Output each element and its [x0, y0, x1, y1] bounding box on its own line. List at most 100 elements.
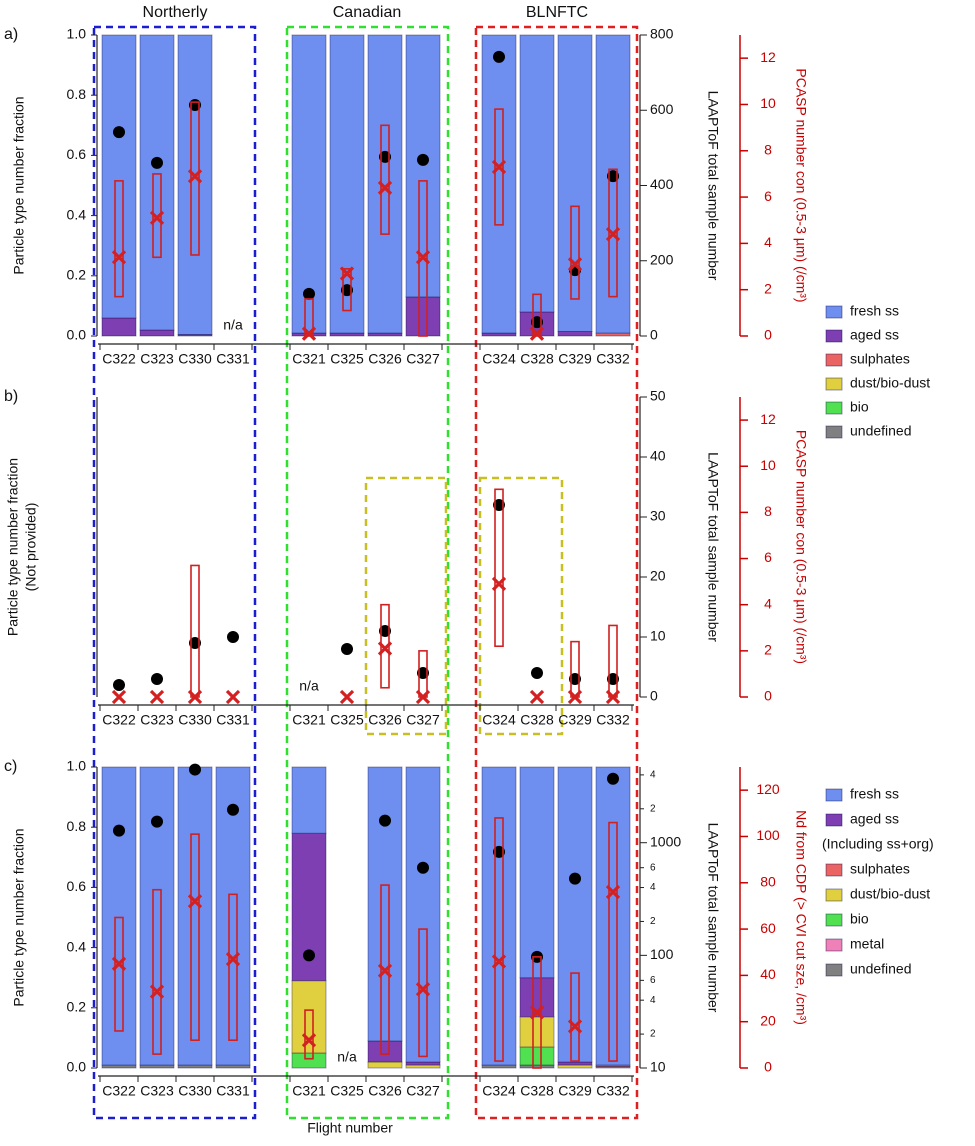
legend-label: dust/bio-dust [850, 886, 930, 902]
y2-tick-label: 2 [650, 916, 656, 927]
range-bar [114, 180, 124, 298]
sample-dot [341, 284, 353, 297]
legend-swatch [825, 963, 843, 977]
y-tick-label: 0.4 [67, 938, 87, 954]
bar-segment [405, 34, 441, 298]
bar-segment [595, 34, 631, 334]
y2-tick-label: 10 [650, 1059, 666, 1075]
mean-marker [491, 954, 507, 969]
x-tick-label: C328 [520, 712, 554, 728]
legend-label: undefined [850, 961, 912, 977]
sample-dot [151, 815, 163, 828]
x-tick-label: C321 [292, 1083, 326, 1099]
x-tick-label: C323 [140, 351, 174, 367]
x-tick-label: C332 [596, 1083, 630, 1099]
bar-segment [557, 766, 593, 1063]
x-tick-label: C325 [330, 1083, 364, 1099]
sample-dot [417, 667, 429, 679]
mean-marker [605, 884, 621, 900]
bar-segment [101, 34, 137, 319]
range-bar [608, 821, 618, 1062]
mean-marker [567, 1019, 583, 1034]
mean-marker [225, 689, 241, 705]
bar-segment [139, 329, 175, 337]
mean-marker [605, 226, 621, 242]
legend-label: bio [850, 399, 869, 415]
sample-dot [607, 772, 619, 785]
bar-segment [177, 34, 213, 335]
panel-label: a) [4, 26, 18, 43]
x-tick-label: C326 [368, 1083, 402, 1099]
sample-dot [569, 673, 581, 685]
bar-segment [367, 1061, 403, 1069]
sample-dot [189, 763, 201, 776]
bar-segment [367, 34, 403, 334]
range-bar [494, 108, 504, 226]
sample-dot [531, 316, 543, 329]
legend-swatch [825, 938, 843, 952]
x-tick-label: C326 [368, 351, 402, 367]
y2-axis-title: LAAPToF total sample number [705, 91, 721, 281]
mean-marker [415, 250, 431, 265]
y2-tick-label: 30 [650, 508, 666, 524]
x-axis-title: Flight number [307, 1120, 393, 1136]
y2-tick-label: 40 [650, 448, 666, 464]
y3-axis-title: Nd from CDP (> CVI cut sze, /cm³) [793, 810, 809, 1025]
mean-marker [491, 159, 507, 175]
y3-tick-label: 8 [764, 503, 772, 519]
y2-axis-title: LAAPToF total sample number [705, 452, 721, 642]
y2-tick-label: 800 [650, 26, 674, 42]
x-tick-label: C322 [102, 712, 136, 728]
legend-swatch [825, 329, 843, 343]
legend-label: bio [850, 911, 869, 927]
bar-segment [139, 34, 175, 331]
bar-segment [101, 766, 137, 1066]
bar-segment [101, 317, 137, 337]
mean-marker [111, 250, 127, 265]
y-tick-label: 0.8 [67, 86, 87, 102]
mean-marker [415, 689, 431, 705]
group-box [474, 25, 639, 1120]
x-tick-label: C330 [178, 1083, 212, 1099]
y3-tick-label: 40 [760, 966, 776, 982]
y2-tick-label: 50 [650, 388, 666, 404]
y3-tick-label: 12 [760, 411, 776, 427]
bar-segment [519, 1046, 555, 1066]
y3-tick-label: 2 [764, 642, 772, 658]
bar-segment [519, 1016, 555, 1048]
y3-tick-label: 4 [764, 234, 772, 250]
x-tick-label: C327 [406, 1083, 440, 1099]
mean-marker [529, 689, 545, 705]
x-tick-label: C321 [292, 712, 326, 728]
y2-tick-label: 2 [650, 803, 656, 814]
bar-segment [291, 1052, 327, 1069]
mean-marker [339, 266, 355, 281]
range-bar [494, 488, 504, 648]
sample-dot [607, 170, 619, 183]
annotation: n/a [299, 678, 319, 694]
legend-label: undefined [850, 423, 912, 439]
range-bar [152, 888, 162, 1055]
mean-marker [111, 956, 127, 971]
range-bar [570, 972, 580, 1062]
mean-marker [377, 641, 393, 656]
legend-swatch [825, 401, 843, 415]
y-tick-label: 0.2 [67, 267, 87, 283]
range-bar [114, 916, 124, 1032]
mean-marker [111, 689, 127, 705]
mean-marker [377, 963, 393, 978]
mean-marker [567, 689, 583, 705]
range-bar [190, 833, 200, 1042]
sample-dot [227, 631, 239, 643]
range-bar [570, 640, 580, 698]
sample-dot [379, 150, 391, 163]
legend-swatch [825, 377, 843, 391]
mean-marker [187, 169, 203, 184]
legend-label: metal [850, 936, 884, 952]
range-bar [304, 298, 314, 337]
annotation: n/a [337, 1049, 357, 1065]
legend-swatch [825, 913, 843, 927]
range-bar [380, 884, 390, 1055]
sample-dot [493, 499, 505, 511]
